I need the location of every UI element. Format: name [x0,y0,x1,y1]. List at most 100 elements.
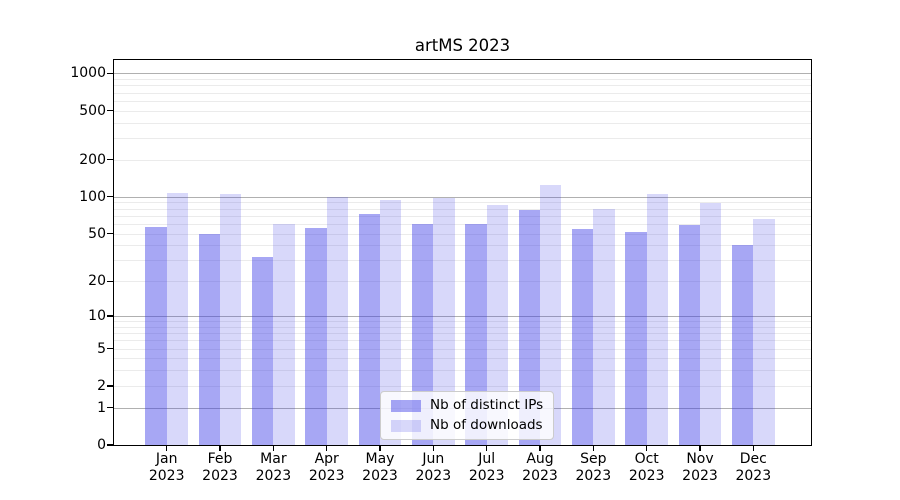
x-tick-label: Apr 2023 [287,451,367,485]
x-tick-year: 2023 [308,468,345,484]
y-tick-label: 0 [97,437,106,453]
x-tick-year: 2023 [415,468,452,484]
x-tick-month: Jun [422,451,445,467]
x-tick-year: 2023 [148,468,185,484]
x-tick-month: Mar [260,451,287,467]
major-gridline [114,73,811,75]
bar-downloads-dec [753,218,775,445]
minor-gridline [114,223,811,225]
x-tick-mark [539,445,541,451]
y-tick-label: 1 [97,399,106,416]
plot-area [114,60,811,445]
y-tick-mark [107,280,114,282]
minor-gridline [114,110,811,112]
x-tick-mark [272,445,275,451]
minor-gridline [114,202,811,204]
minor-gridline [114,260,811,262]
y-tick-mark [107,444,114,446]
major-gridline [114,196,811,198]
x-tick-month: Feb [207,451,233,467]
x-tick-mark [166,445,168,451]
x-tick-mark [646,445,648,451]
minor-gridline [114,326,811,328]
minor-gridline [114,208,811,210]
x-tick-month: Oct [634,451,659,467]
x-tick-label: May 2023 [340,451,420,485]
x-tick-mark [592,445,594,451]
x-tick-year: 2023 [628,468,665,484]
legend: Nb of distinct IPs Nb of downloads [380,391,555,440]
y-tick-mark [107,110,114,112]
x-tick-label: Mar 2023 [233,451,313,485]
major-gridline [114,316,811,317]
legend-item-distinct-ips: Nb of distinct IPs [391,397,543,414]
y-tick-mark [107,385,114,387]
x-tick-label: Nov 2023 [660,451,740,485]
bar-downloads-apr [326,196,348,445]
y-tick-mark [107,407,114,409]
legend-item-downloads: Nb of downloads [391,417,543,434]
bar-distinct-ips-aug [518,210,540,445]
x-tick-label: Oct 2023 [607,451,687,485]
x-tick-month: Jan [155,451,178,467]
minor-gridline [114,340,811,342]
bar-downloads-nov [700,203,722,445]
x-tick-month: Nov [686,451,714,467]
legend-label-distinct-ips: Nb of distinct IPs [430,397,544,413]
bar-distinct-ips-jun [412,223,434,445]
bar-downloads-mar [273,223,295,445]
y-tick-mark [107,347,114,350]
bar-downloads-feb [220,194,242,445]
legend-label-downloads: Nb of downloads [430,417,543,433]
x-tick-label: Jul 2023 [447,451,527,485]
x-tick-year: 2023 [468,468,505,484]
bar-downloads-jan [166,192,188,445]
y-tick-label: 5 [97,340,106,357]
minor-gridline [114,281,811,283]
bar-distinct-ips-mar [252,257,274,445]
x-tick-mark [752,445,754,451]
y-tick-label: 200 [79,151,106,168]
y-tick-label: 10 [88,308,106,324]
minor-gridline [114,245,811,247]
y-tick-mark [107,196,114,198]
y-tick-mark [107,72,114,75]
x-tick-label: Jun 2023 [393,451,473,485]
x-tick-year: 2023 [735,468,772,484]
x-tick-year: 2023 [255,468,292,484]
bar-downloads-may [380,199,402,445]
minor-gridline [114,215,811,217]
minor-gridline [114,100,811,102]
x-tick-label: Feb 2023 [180,451,260,485]
y-tick-label: 500 [79,102,106,119]
minor-gridline [114,233,811,235]
bar-downloads-jul [486,205,508,445]
bar-distinct-ips-nov [678,224,700,445]
x-tick-mark [379,445,381,451]
minor-gridline [114,370,811,372]
y-tick-label: 2 [97,377,106,394]
x-tick-year: 2023 [362,468,398,484]
legend-swatch-downloads [391,419,421,432]
x-tick-label: Sep 2023 [553,451,633,485]
minor-gridline [114,159,811,161]
minor-gridline [114,358,811,360]
minor-gridline [114,348,811,350]
minor-gridline [114,321,811,323]
y-tick-label: 100 [79,188,106,205]
bar-distinct-ips-sep [572,228,594,445]
bar-downloads-jun [433,197,455,445]
minor-gridline [114,385,811,387]
bar-downloads-aug [540,184,562,445]
y-tick-label: 20 [88,273,106,290]
minor-gridline [114,85,811,87]
bar-distinct-ips-dec [732,245,754,445]
bar-distinct-ips-oct [625,231,647,445]
x-tick-mark [486,445,488,451]
x-tick-month: Jul [478,451,496,467]
x-tick-mark [326,445,328,451]
bar-distinct-ips-feb [198,233,220,445]
x-tick-month: Aug [526,451,554,467]
x-tick-year: 2023 [202,468,238,484]
